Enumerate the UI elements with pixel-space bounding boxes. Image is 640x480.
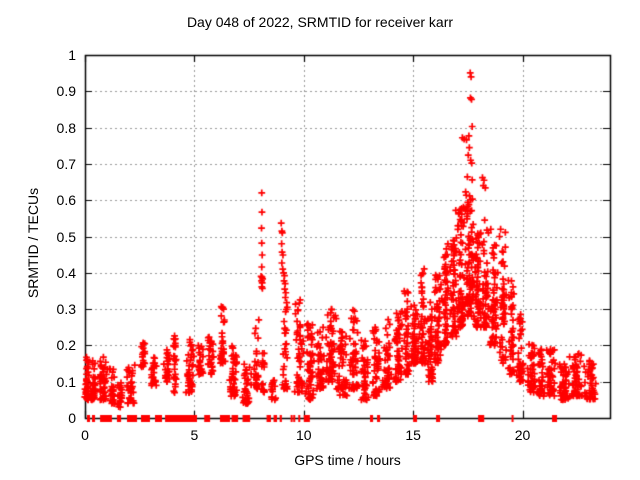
x-axis-label: GPS time / hours bbox=[294, 452, 401, 468]
y-tick-label: 0 bbox=[68, 410, 76, 426]
y-tick-label: 0.5 bbox=[56, 228, 76, 245]
x-tick-label: 15 bbox=[405, 427, 421, 443]
x-tick-label: 20 bbox=[514, 427, 531, 443]
y-tick-label: 0.8 bbox=[56, 119, 76, 136]
y-tick-label: 0.9 bbox=[56, 83, 76, 100]
x-tick-label: 10 bbox=[295, 427, 312, 443]
y-tick-label: 0.3 bbox=[56, 301, 76, 318]
x-tick-label: 0 bbox=[81, 427, 89, 443]
y-tick-label: 0.6 bbox=[56, 192, 76, 209]
y-tick-label: 1 bbox=[68, 47, 76, 63]
y-tick-label: 0.7 bbox=[56, 155, 76, 172]
y-tick-label: 0.2 bbox=[56, 337, 76, 354]
x-tick-label: 5 bbox=[190, 427, 199, 443]
y-tick-label: 0.1 bbox=[56, 373, 76, 390]
y-tick-label: 0.4 bbox=[56, 264, 76, 281]
chart-title: Day 048 of 2022, SRMTID for receiver kar… bbox=[186, 14, 454, 30]
